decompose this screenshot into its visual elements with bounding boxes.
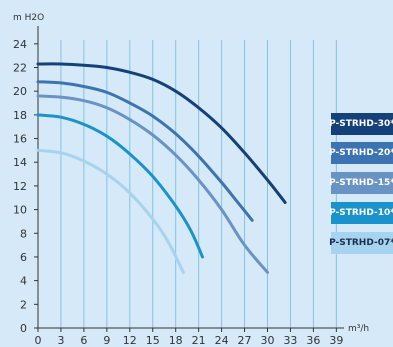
series-line-1: [36, 62, 287, 204]
x-tick-label-27: 27: [238, 334, 252, 347]
y-tick-label-12: 12: [13, 180, 27, 193]
x-tick-label-12: 12: [123, 334, 137, 347]
x-tick-label-21: 21: [192, 334, 206, 347]
x-tick-label-39: 39: [329, 334, 343, 347]
series-line-2: [36, 80, 254, 222]
x-tick-label-0: 0: [35, 334, 42, 347]
y-tick-label-0: 0: [20, 322, 27, 335]
y-axis-label: m H2O: [13, 13, 44, 23]
grid-lines: [60, 40, 337, 328]
series-line-3: [36, 94, 269, 274]
legend-item-1: P-STRHD-30*: [329, 113, 393, 135]
legend-item-2: P-STRHD-20*: [329, 142, 393, 164]
x-tick-labels: 0 3 6 9 12 15 18 21 24 27 30 33 36 39: [35, 334, 344, 347]
y-tick-label-10: 10: [13, 204, 27, 217]
x-axis-label: m³/h: [348, 324, 369, 334]
legend-item-3: P-STRHD-15*: [329, 172, 393, 194]
y-tick-label-4: 4: [20, 275, 27, 288]
series-line-4: [36, 113, 204, 259]
y-tick-label-20: 20: [13, 85, 27, 98]
series-lines: [36, 62, 287, 274]
y-tick-label-8: 8: [20, 227, 27, 240]
y-tick-label-2: 2: [20, 298, 27, 311]
x-tick-label-15: 15: [146, 334, 160, 347]
y-tick-label-24: 24: [13, 38, 27, 51]
x-tick-label-24: 24: [215, 334, 229, 347]
x-tick-label-9: 9: [103, 334, 110, 347]
x-tick-label-33: 33: [283, 334, 297, 347]
y-tick-label-6: 6: [20, 251, 27, 264]
x-tick-label-36: 36: [306, 334, 320, 347]
y-tick-label-16: 16: [13, 133, 27, 146]
axes: [34, 26, 344, 332]
legend-item-4: P-STRHD-10*: [329, 202, 393, 224]
x-tick-label-18: 18: [169, 334, 183, 347]
y-tick-label-18: 18: [13, 109, 27, 122]
x-tick-label-3: 3: [57, 334, 64, 347]
x-tick-label-30: 30: [261, 334, 275, 347]
legend-item-5: P-STRHD-07*: [329, 232, 393, 254]
x-tick-label-6: 6: [80, 334, 87, 347]
y-tick-label-22: 22: [13, 62, 27, 75]
y-tick-label-14: 14: [13, 156, 27, 169]
series-line-5: [36, 148, 185, 274]
